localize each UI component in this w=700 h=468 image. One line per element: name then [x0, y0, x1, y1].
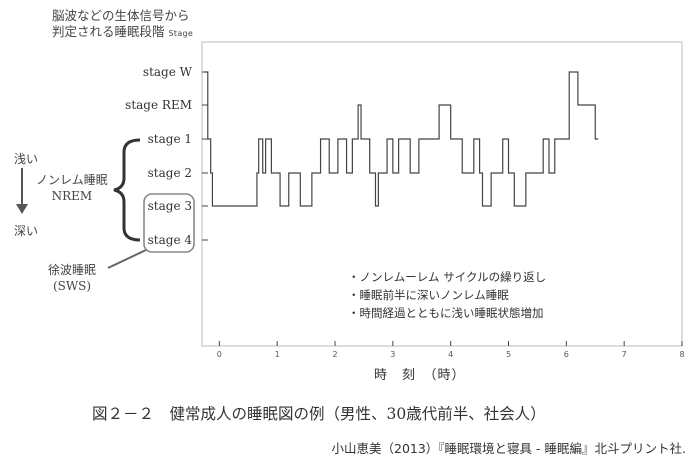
y-axis-title-line1: 脳波などの生体信号から	[52, 8, 190, 23]
note-item: ・睡眠前半に深いノンレム睡眠	[348, 288, 509, 302]
y-axis-unit: Stage	[168, 29, 194, 38]
x-tick-label: 4	[448, 350, 453, 359]
stage-label-rem: stage REM	[125, 98, 192, 112]
stage-label-2: stage 2	[147, 166, 192, 180]
x-tick-label: 0	[217, 350, 222, 359]
plot-frame	[201, 41, 683, 347]
x-tick-label: 5	[506, 350, 511, 359]
source-citation: 小山恵美（2013）『睡眠環境と寝具 - 睡眠編』北斗プリント社.	[331, 441, 687, 456]
x-tick-label: 6	[564, 350, 569, 359]
x-tick-label: 1	[275, 350, 280, 359]
stage-label-3: stage 3	[147, 199, 192, 213]
stage-label-4: stage 4	[147, 233, 192, 247]
stage-label-1: stage 1	[147, 132, 192, 146]
y-axis-title: 脳波などの生体信号から 判定される睡眠段階 Stage	[52, 8, 193, 42]
depth-arrow-icon	[16, 168, 28, 214]
x-axis-title: 時 刻 （時）	[374, 368, 466, 383]
hypnogram-line	[204, 71, 599, 207]
nrem-label: ノンレム睡眠 NREM	[36, 173, 108, 203]
figure-caption: 図２－２ 健常成人の睡眠図の例（男性、30歳代前半、社会人）	[92, 405, 546, 423]
note-item: ・ノンレムーレム サイクルの繰り返し	[348, 270, 547, 284]
x-tick-label: 2	[332, 350, 337, 359]
nrem-brace	[113, 138, 141, 242]
x-tick-label: 7	[622, 350, 627, 359]
stage-label-w: stage W	[142, 65, 192, 79]
sws-box	[143, 193, 195, 253]
x-tick-label: 3	[390, 350, 395, 359]
depth-deep-label: 深い	[14, 224, 39, 238]
x-ticks: 0 1 2 3 4 5 6 7 8	[217, 341, 685, 359]
notes-list: ・ノンレムーレム サイクルの繰り返し ・睡眠前半に深いノンレム睡眠 ・時間経過と…	[348, 268, 546, 322]
sws-pointer	[107, 249, 147, 269]
note-item: ・時間経過とともに浅い睡眠状態増加	[348, 306, 544, 320]
sws-label: 徐波睡眠 (SWS)	[48, 263, 97, 293]
depth-shallow-label: 浅い	[14, 152, 39, 166]
y-ticks	[202, 71, 208, 241]
y-axis-title-line2: 判定される睡眠段階	[52, 24, 165, 39]
x-tick-label: 8	[679, 350, 684, 359]
